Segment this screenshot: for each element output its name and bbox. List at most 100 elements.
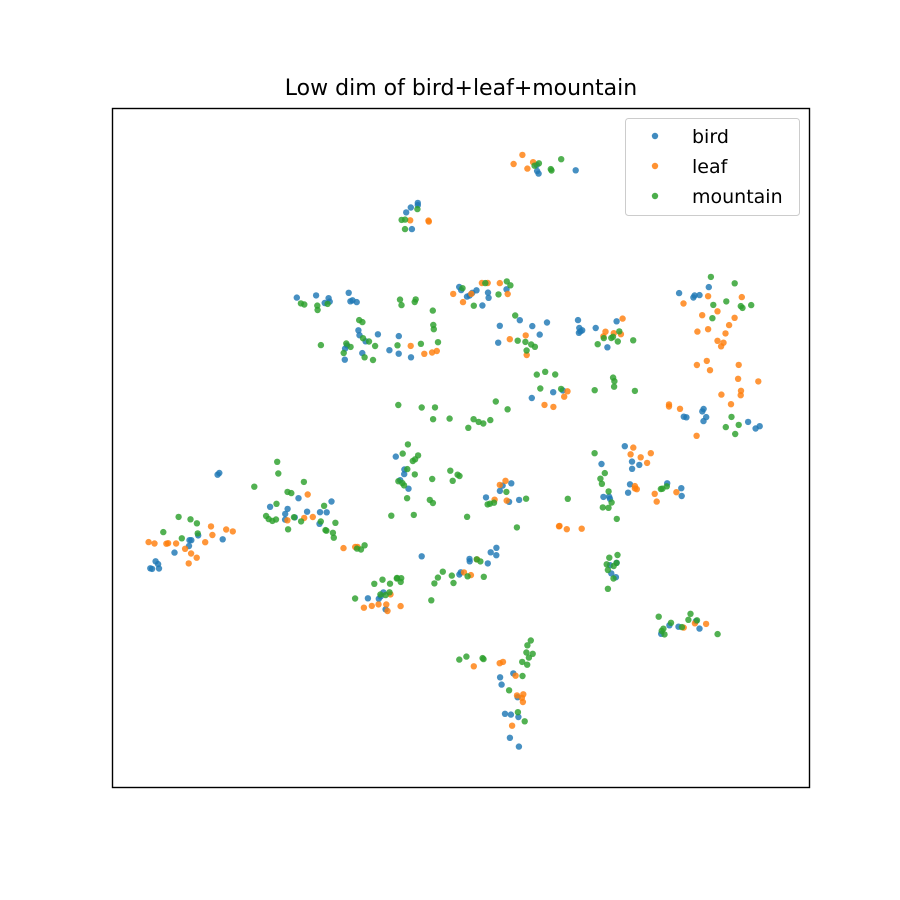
bird-point [696, 291, 703, 299]
mountain-point [450, 579, 457, 587]
mountain-point [537, 385, 544, 392]
mountain-point [557, 385, 565, 393]
mountain-point [359, 335, 367, 342]
mountain-point [714, 630, 721, 638]
mountain-point [603, 561, 610, 568]
leaf-point [734, 375, 742, 382]
mountain-point [505, 687, 513, 694]
mountain-point [523, 347, 530, 354]
bird-point [171, 549, 178, 556]
leaf-point [309, 513, 316, 521]
mountain-point [369, 356, 377, 364]
mountain-point [473, 556, 480, 563]
leaf-point [504, 290, 511, 298]
mountain-point [269, 517, 276, 525]
mountain-point [731, 280, 738, 287]
bird-point [154, 560, 162, 568]
bird-point [484, 289, 492, 296]
leaf-point [647, 450, 654, 457]
mountain-point [610, 575, 617, 582]
bird-point [613, 318, 620, 325]
bird-point [407, 204, 414, 211]
legend-marker-leaf [651, 162, 659, 170]
mountain-point [332, 519, 339, 526]
legend-marker-bird [651, 132, 659, 140]
bird-point [550, 389, 557, 396]
mountain-point [465, 424, 472, 431]
mountain-point [528, 341, 535, 348]
mountain-point [251, 483, 258, 490]
bird-point [345, 289, 352, 296]
legend-box [625, 118, 800, 216]
bird-point [621, 443, 628, 450]
bird-point [312, 292, 320, 299]
mountain-point [470, 416, 477, 423]
bird-point [328, 498, 335, 505]
mountain-point [631, 387, 639, 395]
mountain-point [175, 513, 182, 521]
leaf-point [680, 300, 687, 307]
mountain-point [522, 338, 529, 346]
mountain-point [495, 291, 502, 298]
bird-point [418, 553, 425, 560]
mountain-point [459, 285, 466, 292]
mountain-point [487, 416, 494, 424]
bird-point [572, 167, 579, 174]
mountain-point [273, 500, 280, 507]
mountain-point [262, 512, 270, 520]
mountain-point [732, 430, 739, 438]
mountain-point [464, 573, 471, 580]
leaf-point [564, 388, 571, 395]
bird-point [482, 494, 490, 501]
mountain-point [722, 423, 729, 431]
bird-point [605, 493, 613, 500]
leaf-point [284, 517, 291, 524]
leaf-point [512, 672, 519, 679]
mountain-point [503, 488, 510, 496]
leaf-point [714, 308, 721, 315]
leaf-point [223, 526, 230, 533]
mountain-point [552, 371, 559, 378]
bird-point [533, 167, 541, 175]
mountain-point [284, 526, 292, 533]
mountain-point [521, 718, 528, 725]
mountain-point [614, 338, 621, 345]
mountain-point [329, 529, 337, 536]
mountain-point [600, 334, 607, 342]
bird-point [392, 453, 399, 460]
mountain-point [317, 518, 324, 525]
leaf-point [172, 540, 180, 547]
bird-point [705, 283, 712, 291]
mountain-point [463, 513, 471, 520]
mountain-point [542, 368, 549, 375]
leaf-point [627, 451, 634, 458]
bird-point [675, 289, 683, 297]
bird-point [498, 681, 505, 688]
mountain-point [591, 450, 598, 457]
leaf-point [421, 350, 428, 357]
leaf-point [496, 279, 503, 287]
bird-point [515, 713, 522, 721]
mountain-point [400, 482, 408, 489]
bird-point [744, 418, 752, 426]
bird-point [401, 470, 408, 478]
leaf-point [503, 497, 510, 504]
mountain-point [737, 302, 744, 310]
mountain-point [429, 416, 437, 423]
mountain-point [660, 625, 667, 632]
bird-point [628, 465, 636, 472]
bird-point [507, 711, 515, 718]
mountain-point [523, 649, 530, 656]
leaf-point [703, 357, 710, 365]
mountain-point [448, 572, 455, 579]
bird-point [536, 331, 543, 338]
mountain-point [599, 504, 606, 511]
mountain-point [519, 672, 526, 680]
bird-point [266, 503, 274, 510]
mountain-point [194, 530, 201, 537]
mountain-point [525, 654, 533, 661]
bird-point [493, 544, 500, 551]
leaf-point [151, 540, 158, 547]
leaf-point [468, 290, 475, 297]
